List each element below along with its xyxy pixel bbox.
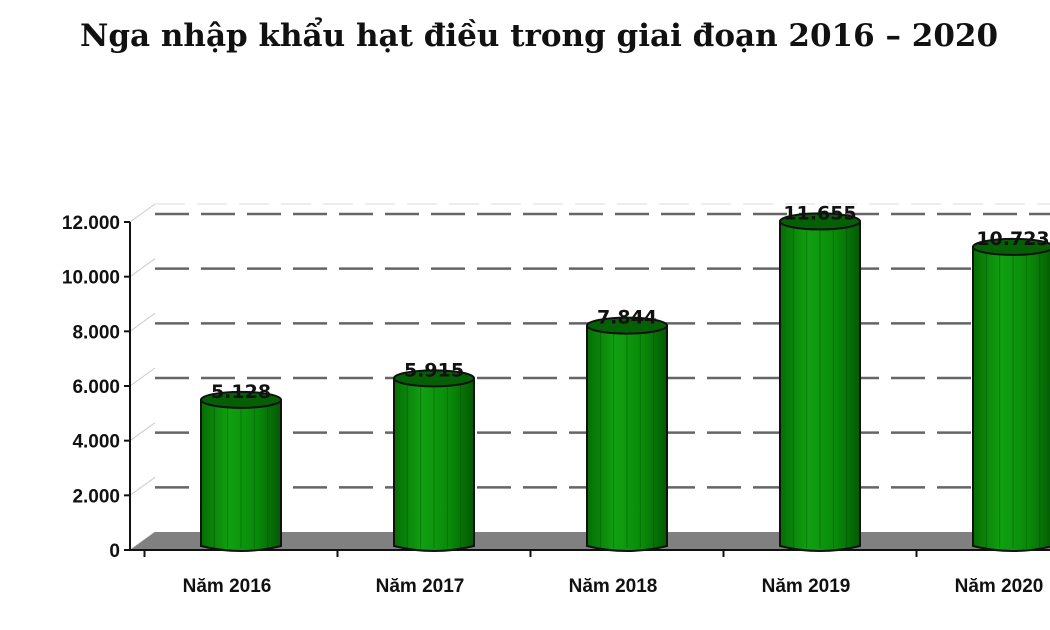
- y-tick-label: 6.000: [72, 377, 120, 398]
- y-tick-label: 8.000: [72, 322, 120, 343]
- bar: [200, 398, 282, 552]
- y-tick-label: 4.000: [72, 432, 120, 453]
- data-label: 10.723: [976, 228, 1049, 250]
- bar: [586, 324, 668, 552]
- x-tick-label: Năm 2020: [955, 576, 1044, 597]
- wall-tick: [129, 422, 156, 442]
- data-label: 7.844: [597, 307, 657, 329]
- data-label: 5.128: [211, 381, 271, 403]
- bar: [393, 377, 475, 552]
- chart-title: Nga nhập khẩu hạt điều trong giai đoạn 2…: [80, 18, 999, 54]
- y-tick-label: 10.000: [62, 268, 120, 289]
- x-tick-label: Năm 2017: [376, 576, 465, 597]
- bar: [972, 245, 1050, 552]
- wall-tick: [129, 312, 156, 332]
- wall-tick: [129, 367, 156, 387]
- y-tick-label: 12.000: [62, 213, 120, 234]
- x-tick-label: Năm 2018: [569, 576, 658, 597]
- wall-tick: [129, 203, 156, 223]
- bar-top: [972, 237, 1050, 256]
- data-label: 5.915: [404, 359, 464, 381]
- y-tick-label: 2.000: [72, 486, 120, 507]
- x-tick-label: Năm 2016: [183, 576, 272, 597]
- data-label: 11.655: [783, 202, 856, 224]
- bar-top: [200, 390, 282, 409]
- bar: [779, 220, 861, 552]
- wall-tick: [129, 476, 156, 496]
- x-tick-label: Năm 2019: [762, 576, 851, 597]
- bar-top: [586, 316, 668, 335]
- wall-tick: [129, 258, 156, 278]
- y-tick-label: 0: [109, 541, 120, 562]
- bar-top: [393, 369, 475, 388]
- bar-top: [779, 212, 861, 231]
